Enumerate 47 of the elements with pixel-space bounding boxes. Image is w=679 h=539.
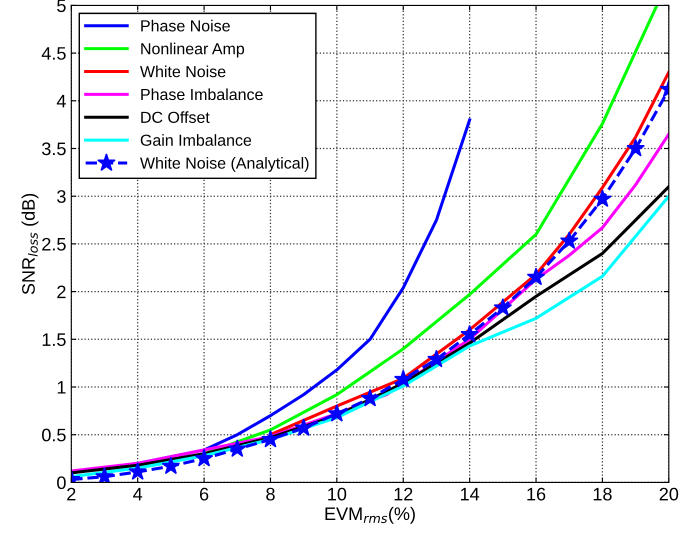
y-tick-label: 1 xyxy=(58,381,66,394)
y-tick-label: 4 xyxy=(56,94,66,108)
point xyxy=(593,189,612,208)
x-tick-label: 16 xyxy=(527,488,546,501)
point xyxy=(294,418,313,436)
x-tick-label: 6 xyxy=(200,488,208,501)
x-tick-label: 8 xyxy=(266,488,275,501)
x-tick-label: 2 xyxy=(67,488,76,500)
y-tick-label: 0 xyxy=(57,476,66,490)
point xyxy=(394,370,413,388)
point xyxy=(95,466,114,482)
point xyxy=(328,404,346,422)
x-axis-title: EVM$_{rms}$(%) xyxy=(325,506,415,524)
y-tick-label: 5 xyxy=(57,0,66,12)
legend-label: Nonlinear Amp xyxy=(141,42,244,58)
y-tick-label: 0.5 xyxy=(42,428,66,442)
point xyxy=(162,456,180,474)
y-tick-label: 2 xyxy=(57,286,66,298)
point xyxy=(360,388,380,406)
x-tick-label: 18 xyxy=(594,488,612,501)
point xyxy=(460,324,479,343)
point xyxy=(228,439,247,458)
x-tick-label: 14 xyxy=(460,488,480,500)
legend-label: DC Offset xyxy=(141,111,210,123)
x-tick-label: 20 xyxy=(660,488,678,501)
point xyxy=(427,350,446,368)
y-tick-label: 1.5 xyxy=(42,333,66,346)
x-tick-label: 4 xyxy=(133,488,142,500)
x-tick-label: 10 xyxy=(328,488,346,501)
x-tick-label: 12 xyxy=(394,488,412,500)
y-tick-label: 4.5 xyxy=(42,47,66,60)
point xyxy=(626,138,645,156)
legend-label: Phase Noise xyxy=(141,20,230,32)
y-tick-label: 2.5 xyxy=(42,238,66,251)
legend-label: Gain Imbalance xyxy=(140,134,252,146)
y-tick-label: 3.5 xyxy=(42,142,66,156)
legend-label: White Noise (Analytical) xyxy=(140,157,309,172)
point xyxy=(261,430,280,448)
point xyxy=(194,448,214,467)
point xyxy=(526,268,546,286)
legend-label: Phase Imbalance xyxy=(141,88,263,100)
point xyxy=(128,462,147,480)
legend-label: White Noise xyxy=(140,66,226,78)
point xyxy=(494,298,512,316)
point xyxy=(560,231,579,250)
y-axis-title: SNR$_{loss}$ (dB) xyxy=(22,194,38,294)
y-tick-label: 3 xyxy=(57,190,66,203)
